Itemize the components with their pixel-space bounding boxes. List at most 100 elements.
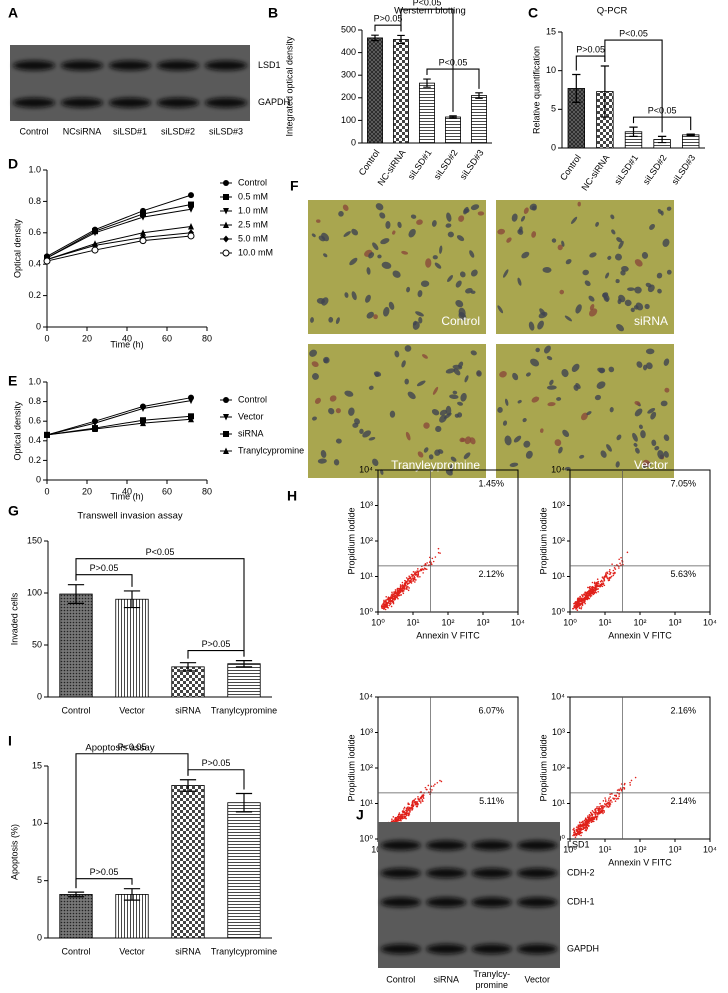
y-tick-label: 10 — [32, 818, 42, 828]
event-dot — [609, 793, 611, 795]
x-tick-label: 40 — [122, 486, 132, 496]
cell — [328, 316, 334, 323]
event-dot — [403, 806, 406, 809]
event-dot — [405, 807, 408, 810]
event-dot — [434, 556, 437, 558]
marker — [140, 405, 146, 412]
y-axis-label: Propidium iodide — [538, 734, 548, 801]
event-dot — [437, 551, 440, 554]
blot-band — [380, 944, 421, 955]
event-dot — [394, 816, 397, 819]
blot-band — [517, 840, 558, 851]
event-dot — [576, 600, 579, 602]
bar — [419, 82, 435, 144]
event-dot — [588, 817, 591, 820]
event-dot — [408, 580, 410, 582]
event-dot — [603, 810, 605, 812]
cell — [453, 368, 461, 376]
cell — [431, 408, 440, 416]
lane-label: siLSD#1 — [113, 126, 147, 136]
event-dot — [402, 811, 405, 814]
event-dot — [615, 795, 618, 798]
event-dot — [389, 596, 392, 599]
cell — [615, 279, 620, 284]
event-dot — [620, 783, 623, 785]
series-line — [46, 208, 192, 259]
event-dot — [585, 820, 588, 822]
event-dot — [573, 827, 575, 830]
event-dot — [586, 595, 588, 598]
event-dot — [405, 585, 408, 587]
event-dot — [614, 568, 617, 570]
event-dot — [573, 602, 575, 605]
event-dot — [431, 789, 433, 791]
marker — [139, 237, 147, 245]
error-bar — [235, 660, 253, 668]
event-dot — [409, 809, 412, 811]
blot-band — [60, 60, 104, 71]
cell — [335, 438, 342, 444]
event-dot — [579, 830, 582, 833]
event-dot — [399, 589, 402, 592]
cell — [551, 238, 557, 243]
y-tick-label: 50 — [32, 639, 42, 649]
event-dot — [600, 804, 602, 807]
significance-label: P>0.05 — [90, 867, 119, 877]
event-dot — [577, 602, 580, 605]
event-dot — [388, 598, 390, 600]
event-dot — [408, 587, 410, 589]
y-tick-label: 10¹ — [552, 571, 565, 581]
event-dot — [592, 586, 594, 589]
marker — [92, 420, 98, 427]
x-tick-label: 10³ — [668, 844, 681, 854]
event-dot — [585, 591, 587, 594]
event-dot — [385, 595, 388, 598]
event-dot — [382, 602, 385, 604]
blot-band — [471, 944, 512, 955]
event-dot — [601, 585, 604, 588]
significance-bracket — [75, 574, 133, 587]
event-dot — [395, 596, 398, 598]
cell — [595, 221, 599, 227]
event-dot — [400, 816, 403, 818]
x-axis-label: Annexin V FITC — [608, 630, 672, 640]
y-tick-label: 10³ — [360, 727, 373, 737]
cell — [377, 254, 382, 259]
cell — [344, 390, 354, 397]
x-tick-label: 80 — [202, 333, 212, 343]
marker — [44, 431, 50, 438]
event-dot — [619, 787, 622, 789]
cell — [394, 350, 400, 358]
event-dot — [420, 797, 422, 799]
event-dot — [618, 793, 621, 795]
blot-band — [108, 60, 152, 71]
event-dot — [419, 798, 421, 800]
event-dot — [592, 811, 595, 813]
cell — [401, 250, 409, 255]
event-dot — [394, 597, 396, 599]
event-dot — [599, 802, 601, 805]
event-dot — [608, 573, 611, 575]
y-tick-label: 0 — [551, 142, 556, 152]
event-dot — [583, 824, 586, 827]
x-tick-label: 60 — [162, 333, 172, 343]
series-line — [46, 235, 192, 262]
cell — [600, 450, 607, 458]
significance-bracket — [400, 8, 454, 112]
cell — [657, 450, 665, 460]
cell — [556, 397, 562, 401]
event-dot — [589, 820, 591, 823]
quadrant-percent: 2.16% — [670, 705, 696, 715]
event-dot — [394, 595, 397, 597]
event-dot — [593, 591, 596, 594]
event-dot — [404, 584, 407, 587]
cell — [458, 215, 465, 222]
cell — [421, 354, 428, 359]
event-dot — [587, 586, 589, 589]
y-tick-label: 10³ — [360, 500, 373, 510]
y-tick-label: 100 — [27, 587, 42, 597]
cell — [521, 251, 530, 259]
cell — [575, 304, 582, 314]
cell — [320, 450, 327, 458]
cell — [582, 269, 589, 276]
